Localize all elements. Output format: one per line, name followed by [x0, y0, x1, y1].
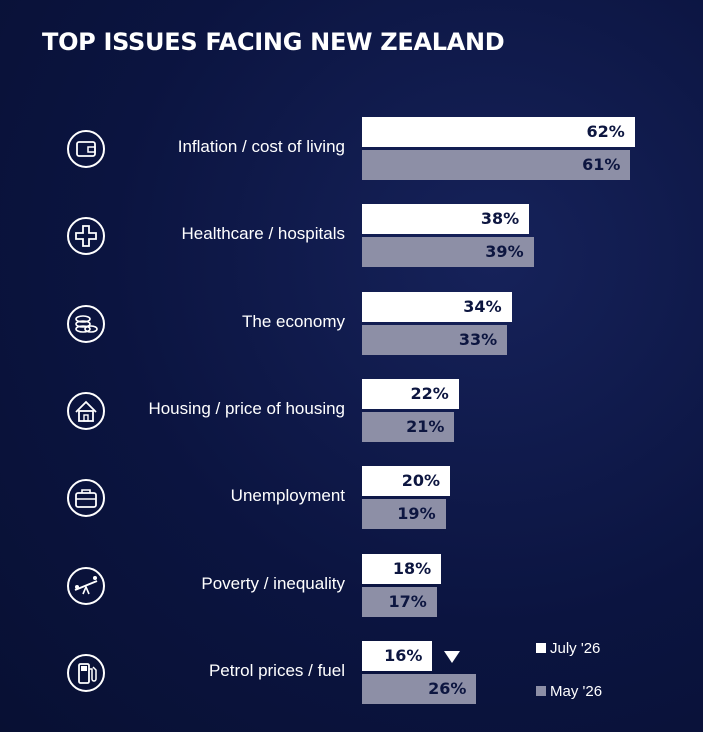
bar-july: 62%: [362, 117, 635, 147]
legend-item-may: May '26: [536, 683, 602, 700]
chart-title: TOP ISSUES FACING NEW ZEALAND: [42, 28, 505, 56]
legend-label-july: July '26: [550, 640, 601, 657]
bar-july: 20%: [362, 466, 450, 497]
bar-july: 16%: [362, 640, 433, 671]
chart-row: Unemployment 20% 19%: [0, 466, 703, 530]
bar-july: 34%: [362, 291, 512, 322]
category-label: Housing / price of housing: [148, 398, 345, 418]
data-label: 34%: [463, 296, 502, 316]
bar-may: 17%: [362, 586, 437, 617]
chart-row: The economy 34% 33%: [0, 291, 703, 356]
bar-july: 18%: [362, 553, 442, 584]
data-label: 19%: [397, 504, 436, 524]
category-label: Poverty / inequality: [201, 573, 345, 593]
bar-may: 26%: [362, 673, 477, 704]
data-label: 38%: [480, 209, 520, 229]
bar-may: 21%: [362, 411, 455, 442]
legend-item-july: July '26: [536, 640, 600, 657]
data-label: 62%: [586, 122, 625, 141]
bar-july: 38%: [362, 204, 530, 235]
category-label: The economy: [242, 311, 345, 331]
bar-may: 61%: [362, 150, 631, 180]
chart-row: Poverty / inequality 18% 17%: [0, 553, 703, 618]
category-label: Unemployment: [230, 486, 345, 506]
bar-july: 22%: [362, 378, 459, 409]
data-label: 21%: [406, 416, 445, 436]
category-label: Healthcare / hospitals: [181, 224, 345, 244]
legend-swatch-july: [536, 643, 546, 653]
data-label: 39%: [485, 242, 524, 262]
briefcase-icon: [66, 478, 106, 518]
data-label: 16%: [384, 645, 423, 665]
category-label: Petrol prices / fuel: [208, 660, 345, 680]
bar-may: 19%: [362, 499, 446, 530]
chart-row: Housing / price of housing 22% 21%: [0, 378, 703, 443]
wallet-icon: [66, 129, 106, 169]
bar-may: 39%: [362, 237, 534, 268]
legend-swatch-may: [536, 686, 546, 696]
chart-row: Petrol prices / fuel 16% 26%: [0, 640, 703, 705]
data-label: 20%: [401, 471, 440, 491]
chart-row: Healthcare / hospitals 38% 39%: [0, 204, 703, 268]
medical-cross-icon: [66, 216, 106, 256]
data-label: 17%: [388, 591, 427, 611]
data-label: 18%: [392, 558, 432, 578]
bar-may: 33%: [362, 324, 508, 355]
down-triangle-icon: [444, 650, 461, 663]
seesaw-icon: [66, 566, 106, 606]
data-label: 61%: [582, 155, 621, 174]
fuel-pump-icon: [66, 653, 106, 693]
house-icon: [66, 391, 106, 431]
data-label: 26%: [428, 678, 467, 698]
data-label: 22%: [410, 383, 449, 403]
chart-row: Inflation / cost of living 62% 61%: [0, 117, 703, 181]
category-label: Inflation / cost of living: [177, 137, 345, 156]
coins-icon: [66, 304, 106, 344]
legend-label-may: May '26: [550, 683, 603, 700]
data-label: 33%: [458, 329, 498, 349]
